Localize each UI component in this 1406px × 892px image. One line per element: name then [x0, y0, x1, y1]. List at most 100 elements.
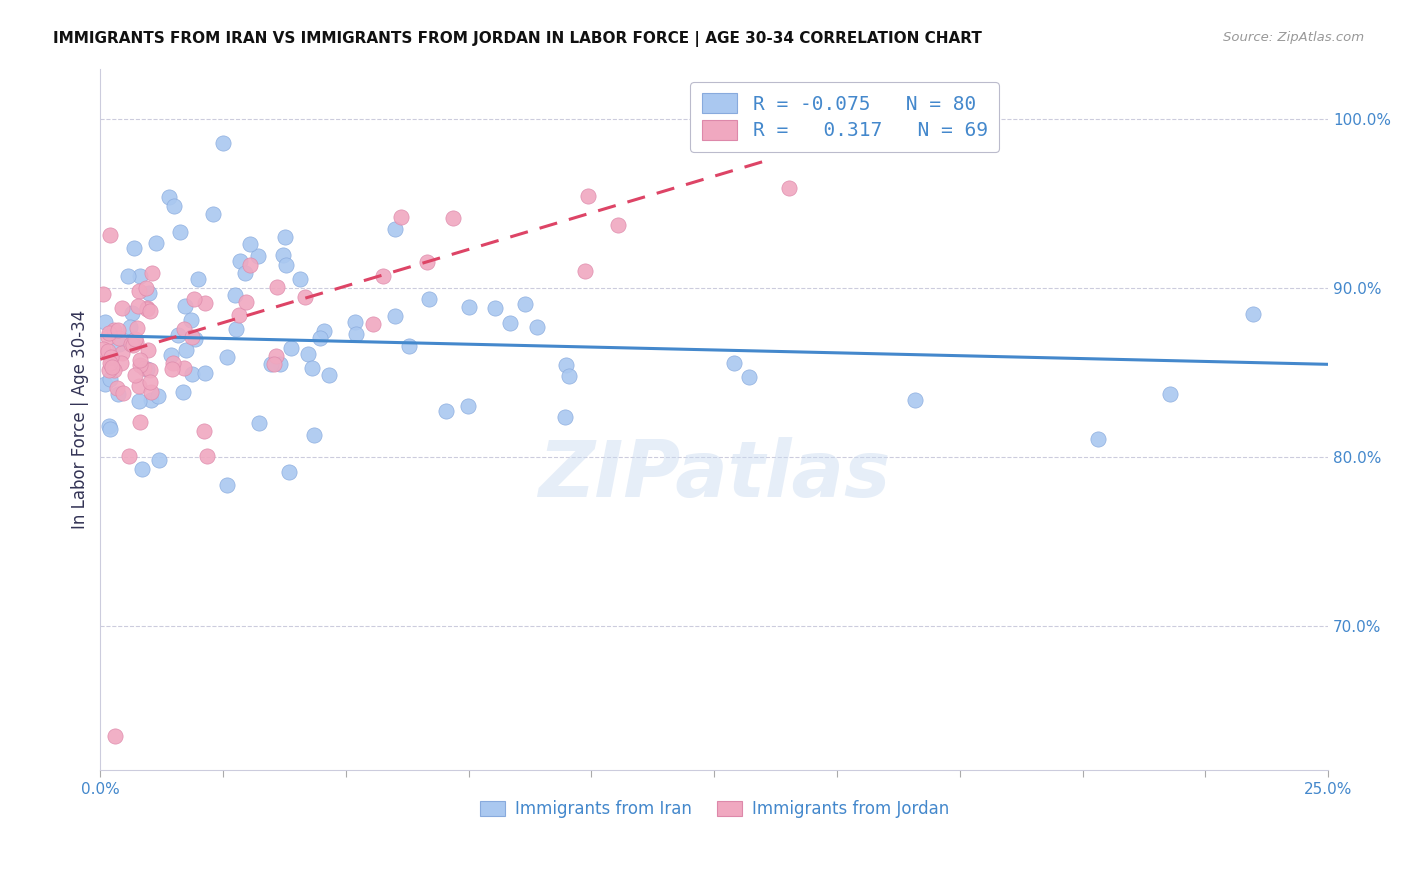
Point: [107, 381, 129, 395]
Point: [418, 292, 440, 306]
Point: [100, 350, 122, 364]
Point: [264, 350, 287, 364]
Point: [111, 301, 134, 316]
Point: [128, 284, 150, 298]
Point: [1087, 432, 1109, 446]
Point: [269, 357, 291, 371]
Point: [193, 424, 215, 438]
Point: [138, 363, 160, 377]
Point: [266, 280, 288, 294]
Point: [233, 266, 256, 280]
Point: [606, 218, 628, 232]
Point: [139, 375, 162, 389]
Point: [136, 343, 159, 357]
Point: [100, 359, 122, 373]
Point: [121, 306, 143, 320]
Point: [135, 281, 157, 295]
Point: [129, 352, 152, 367]
Point: [107, 322, 129, 336]
Point: [312, 324, 335, 338]
Point: [145, 235, 167, 250]
Point: [169, 225, 191, 239]
Point: [139, 393, 162, 408]
Point: [260, 357, 283, 371]
Point: [235, 294, 257, 309]
Point: [94, 315, 117, 329]
Point: [398, 339, 420, 353]
Point: [160, 348, 183, 362]
Point: [297, 347, 319, 361]
Point: [187, 272, 209, 286]
Point: [173, 322, 195, 336]
Point: [174, 343, 197, 357]
Point: [103, 323, 125, 337]
Point: [217, 350, 239, 364]
Point: [136, 302, 159, 317]
Point: [101, 359, 124, 374]
Point: [484, 301, 506, 316]
Point: [91, 342, 114, 356]
Point: [228, 308, 250, 322]
Point: [344, 327, 367, 342]
Point: [181, 330, 204, 344]
Point: [166, 327, 188, 342]
Point: [128, 379, 150, 393]
Point: [578, 189, 600, 203]
Point: [108, 331, 131, 345]
Point: [125, 321, 148, 335]
Point: [457, 300, 479, 314]
Point: [107, 386, 129, 401]
Point: [389, 210, 412, 224]
Point: [554, 358, 576, 372]
Point: [384, 221, 406, 235]
Point: [139, 304, 162, 318]
Point: [148, 453, 170, 467]
Point: [373, 268, 395, 283]
Point: [212, 136, 235, 151]
Point: [202, 207, 225, 221]
Point: [172, 385, 194, 400]
Point: [98, 326, 121, 340]
Point: [131, 462, 153, 476]
Point: [738, 369, 761, 384]
Point: [239, 236, 262, 251]
Point: [301, 360, 323, 375]
Point: [280, 341, 302, 355]
Point: [457, 399, 479, 413]
Point: [195, 450, 218, 464]
Point: [118, 320, 141, 334]
Point: [278, 465, 301, 479]
Point: [127, 299, 149, 313]
Point: [309, 331, 332, 345]
Point: [294, 290, 316, 304]
Point: [124, 332, 146, 346]
Point: [239, 258, 262, 272]
Point: [263, 357, 285, 371]
Point: [183, 292, 205, 306]
Point: [361, 317, 384, 331]
Point: [94, 376, 117, 391]
Point: [121, 336, 143, 351]
Point: [1159, 387, 1181, 401]
Point: [141, 266, 163, 280]
Point: [554, 409, 576, 424]
Point: [162, 355, 184, 369]
Text: Source: ZipAtlas.com: Source: ZipAtlas.com: [1223, 31, 1364, 45]
Point: [384, 309, 406, 323]
Point: [273, 248, 295, 262]
Point: [97, 344, 120, 359]
Point: [229, 253, 252, 268]
Point: [318, 368, 340, 382]
Point: [904, 392, 927, 407]
Point: [110, 356, 132, 370]
Point: [160, 362, 183, 376]
Point: [128, 358, 150, 372]
Point: [121, 338, 143, 352]
Point: [184, 332, 207, 346]
Point: [100, 355, 122, 369]
Point: [128, 394, 150, 409]
Point: [103, 362, 125, 376]
Point: [173, 360, 195, 375]
Point: [98, 363, 121, 377]
Point: [91, 286, 114, 301]
